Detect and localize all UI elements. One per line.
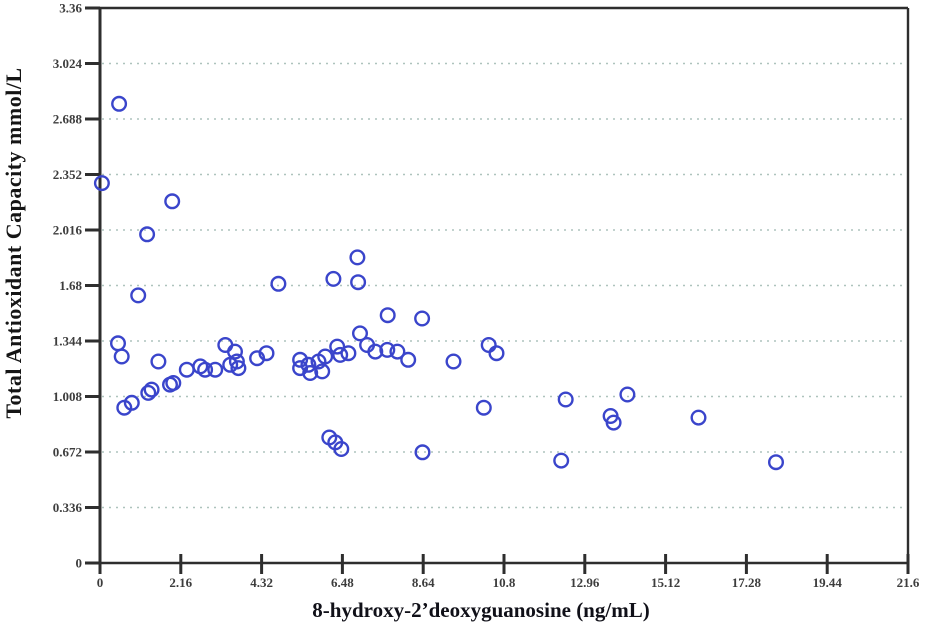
data-point (605, 414, 622, 431)
data-point (93, 175, 110, 192)
data-point (217, 337, 234, 354)
data-point (333, 441, 350, 458)
data-point (113, 348, 130, 365)
x-tick-label: 0 (97, 575, 104, 590)
data-point (619, 386, 636, 403)
y-tick-label: 2.688 (53, 112, 83, 127)
x-axis-title: 8-hydroxy-2’deoxyguanosine (ng/mL) (312, 598, 650, 622)
data-point (400, 351, 417, 368)
data-point (379, 307, 396, 324)
data-point (325, 270, 342, 287)
y-tick-label: 3.36 (59, 1, 82, 16)
data-point (139, 226, 156, 243)
data-point (178, 361, 195, 378)
data-point (690, 409, 707, 426)
data-point (164, 193, 181, 210)
data-point (230, 360, 247, 377)
x-tick-label: 17.28 (732, 575, 762, 590)
x-tick-label: 15.12 (651, 575, 680, 590)
x-tick-label: 12.96 (570, 575, 600, 590)
data-point (165, 375, 182, 392)
x-tick-label: 21.6 (897, 575, 920, 590)
data-point (143, 381, 160, 398)
data-point (367, 343, 384, 360)
y-axis-title: Total Antioxidant Capacity mmol/L (1, 67, 26, 419)
data-point (302, 365, 319, 382)
y-tick-label: 2.016 (53, 223, 83, 238)
data-point (488, 345, 505, 362)
data-point (414, 444, 431, 461)
x-tick-label: 8.64 (412, 575, 435, 590)
y-tick-label: 0.336 (53, 500, 83, 515)
data-point (352, 325, 369, 342)
data-point (109, 335, 126, 352)
data-point (332, 346, 349, 363)
y-tick-label: 1.008 (53, 389, 83, 404)
data-point (292, 351, 309, 368)
x-tick-label: 4.32 (250, 575, 273, 590)
y-tick-label: 3.024 (53, 56, 83, 71)
data-point (111, 95, 128, 112)
data-point (270, 275, 287, 292)
data-point (557, 391, 574, 408)
data-point (350, 274, 367, 291)
data-point (553, 452, 570, 469)
data-point (340, 345, 357, 362)
data-point (258, 345, 275, 362)
data-point (349, 249, 366, 266)
data-point (228, 353, 245, 370)
x-tick-label: 2.16 (169, 575, 192, 590)
data-point (445, 353, 462, 370)
data-point (150, 353, 167, 370)
y-tick-label: 0.672 (53, 445, 82, 460)
y-tick-label: 1.68 (59, 278, 82, 293)
data-point (317, 348, 334, 365)
data-point (140, 384, 157, 401)
y-tick-label: 1.344 (53, 334, 83, 349)
data-point (414, 310, 431, 327)
y-tick-label: 0 (76, 556, 83, 571)
data-point (300, 356, 317, 373)
data-point (389, 343, 406, 360)
x-tick-label: 10.8 (493, 575, 516, 590)
data-point (130, 287, 147, 304)
data-point (123, 394, 140, 411)
data-point (314, 363, 331, 380)
x-tick-label: 19.44 (813, 575, 843, 590)
data-point (207, 361, 224, 378)
data-point (475, 399, 492, 416)
x-tick-label: 6.48 (331, 575, 354, 590)
data-point (197, 361, 214, 378)
data-point (379, 341, 396, 358)
y-tick-label: 2.352 (53, 167, 82, 182)
data-point (768, 454, 785, 471)
